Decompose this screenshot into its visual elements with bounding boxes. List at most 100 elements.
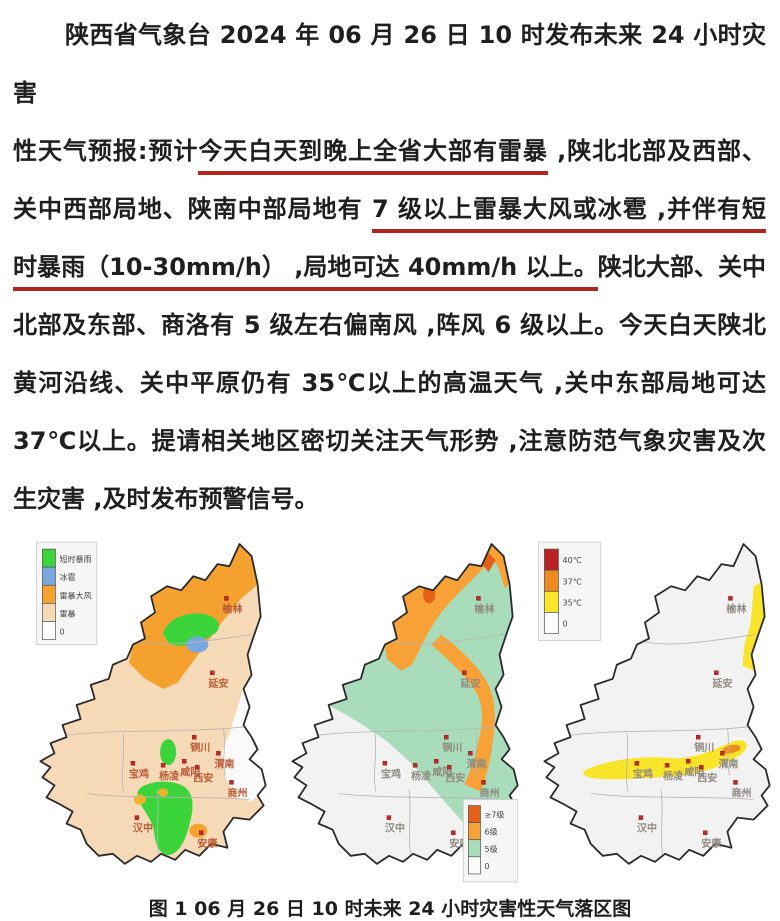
temperature-overlay-regions [544,544,770,864]
city-label: 杨凌 [663,769,684,782]
city-markers: 榆林 延安 铜川 渭南 宝鸡 杨凌 咸阳 西安 商州 汉中 安康 [129,596,248,850]
city-marker [195,765,200,770]
city-marker [181,759,187,764]
city-label: 榆林 [474,602,495,615]
city-marker [447,765,452,770]
city-label: 西安 [445,771,465,784]
forecast-line-4: 时暴雨（10-30mm/h） ,局地可达 40mm/h 以上。陕北大部、关中 [13,238,766,296]
city-marker [468,751,473,756]
city-label: 延安 [207,677,228,690]
forecast-line-1: 陕西省气象台 2024 年 06 月 26 日 10 时发布未来 24 小时灾害 [13,6,766,122]
city-marker [192,734,197,740]
text-segment: 黄河沿线、关中平原仍有 35℃以上的高温天气 ,关中东部局地可达 [13,369,766,397]
city-marker [130,761,136,766]
legend-swatch [544,569,559,592]
city-marker [444,734,449,740]
city-marker [199,830,204,835]
city-marker [703,830,708,835]
province-outline [39,543,267,865]
legend-wind: ≥7级 6级 5级 0 [462,799,519,883]
city-label: 铜川 [190,741,210,754]
city-marker [714,670,719,675]
forecast-paragraph: 陕西省气象台 2024 年 06 月 26 日 10 时发布未来 24 小时灾害… [13,6,767,528]
city-label: 榆林 [726,602,747,615]
city-marker [433,759,439,764]
underlined-text: 时暴雨（10-30mm/h） ,局地可达 40mm/h 以上。 [13,253,598,291]
city-label: 商州 [227,786,247,799]
legend-label: 0 [562,620,567,629]
city-label: 西安 [193,771,213,784]
text-segment: 陕北大部、关中 [597,253,767,281]
figure-caption: 图 1 06 月 26 日 10 时未来 24 小时灾害性天气落区图 [148,898,632,920]
text-segment: 生灾害 ,及时发布预警信号。 [13,485,319,513]
text-segment: 关中西部局地、陕南中部局地有 [13,195,372,223]
city-label: 汉中 [637,822,657,835]
city-marker [229,780,234,785]
city-marker [685,759,691,764]
legend-swatch [42,566,56,586]
city-marker [481,780,486,785]
legend-swatch [468,856,481,875]
forecast-line-8: 生灾害 ,及时发布预警信号。 [13,470,766,528]
wind-overlay-regions [292,544,518,864]
legend-label: 雷暴 [60,609,76,618]
forecast-line-2: 性天气预报:预计今天白天到晚上全省大部有雷暴 ,陕北北部及西部、 [13,122,766,180]
legend-swatch [468,805,481,823]
legend-swatch [42,548,56,568]
city-label: 延安 [459,677,480,690]
prefecture-borders [570,634,756,856]
underlined-text: 7 级以上雷暴大风或冰雹 ,并伴有短 [371,195,767,233]
prefecture-borders [318,634,504,856]
legend-swatch [544,612,559,634]
city-label: 西安 [697,771,717,784]
legend-label: 0 [60,628,65,637]
city-label: 杨凌 [411,769,432,782]
city-marker [696,734,701,740]
city-label: 商州 [731,786,751,799]
city-label: 延安 [711,677,732,690]
city-marker [634,761,640,766]
legend-swatch [42,584,56,604]
legend-weather: 短时暴雨 冰雹 雷暴大风 雷暴 0 [35,541,98,646]
maps-row: 榆林 延安 铜川 渭南 宝鸡 杨凌 咸阳 西安 商州 汉中 安康 短时暴雨 冰雹… [0,536,780,888]
city-label: 汉中 [385,822,405,835]
map-weather-types: 榆林 延安 铜川 渭南 宝鸡 杨凌 咸阳 西安 商州 汉中 安康 短时暴雨 冰雹… [24,536,270,888]
legend-label: 6级 [484,827,497,837]
city-marker [664,763,670,768]
city-marker [638,815,644,820]
city-marker [728,596,733,601]
text-segment: 陕西省气象台 2024 年 06 月 26 日 10 时发布未来 24 小时灾害 [13,21,766,107]
city-marker [462,670,467,675]
city-markers: 榆林 延安 铜川 渭南 宝鸡 杨凌 咸阳 西安 商州 汉中 安康 [381,596,500,850]
text-segment: ,陕北北部及西部、 [547,137,766,165]
text-segment: 北部及东部、商洛有 5 级左右偏南风 ,阵风 6 级以上。今天白天陕北 [13,311,766,339]
forecast-line-6: 黄河沿线、关中平原仍有 35℃以上的高温天气 ,关中东部局地可达 [13,354,766,412]
legend-swatch [468,822,481,841]
city-label: 宝鸡 [633,767,653,780]
legend-label: 雷暴大风 [60,590,92,600]
map-wind-levels: 榆林 延安 铜川 渭南 宝鸡 杨凌 咸阳 西安 商州 汉中 安康 ≥7级 6级 … [276,536,522,888]
legend-label: ≥7级 [484,810,504,820]
city-label: 铜川 [694,741,714,754]
map-temperature: 榆林 延安 铜川 渭南 宝鸡 杨凌 咸阳 西安 商州 汉中 安康 40℃ 37℃… [528,536,774,888]
city-label: 汉中 [133,822,153,835]
city-marker [134,815,140,820]
city-label: 渭南 [466,757,486,770]
city-label: 安康 [197,837,218,850]
forecast-line-3: 关中西部局地、陕南中部局地有 7 级以上雷暴大风或冰雹 ,并伴有短 [13,180,767,238]
legend-swatch [42,621,56,640]
legend-swatch [42,603,56,622]
city-marker [720,751,725,756]
text-segment: 37℃以上。提请相关地区密切关注天气形势 ,注意防范气象灾害及次 [13,427,766,455]
city-label: 安康 [701,837,722,850]
province-outline [291,543,519,865]
city-label: 渭南 [718,757,738,770]
legend-label: 短时暴雨 [60,554,92,564]
city-label: 杨凌 [159,769,180,782]
city-marker [412,763,418,768]
city-marker [210,670,215,675]
city-label: 宝鸡 [381,767,401,780]
city-marker [476,596,481,601]
city-label: 宝鸡 [129,767,149,780]
city-marker [451,830,456,835]
